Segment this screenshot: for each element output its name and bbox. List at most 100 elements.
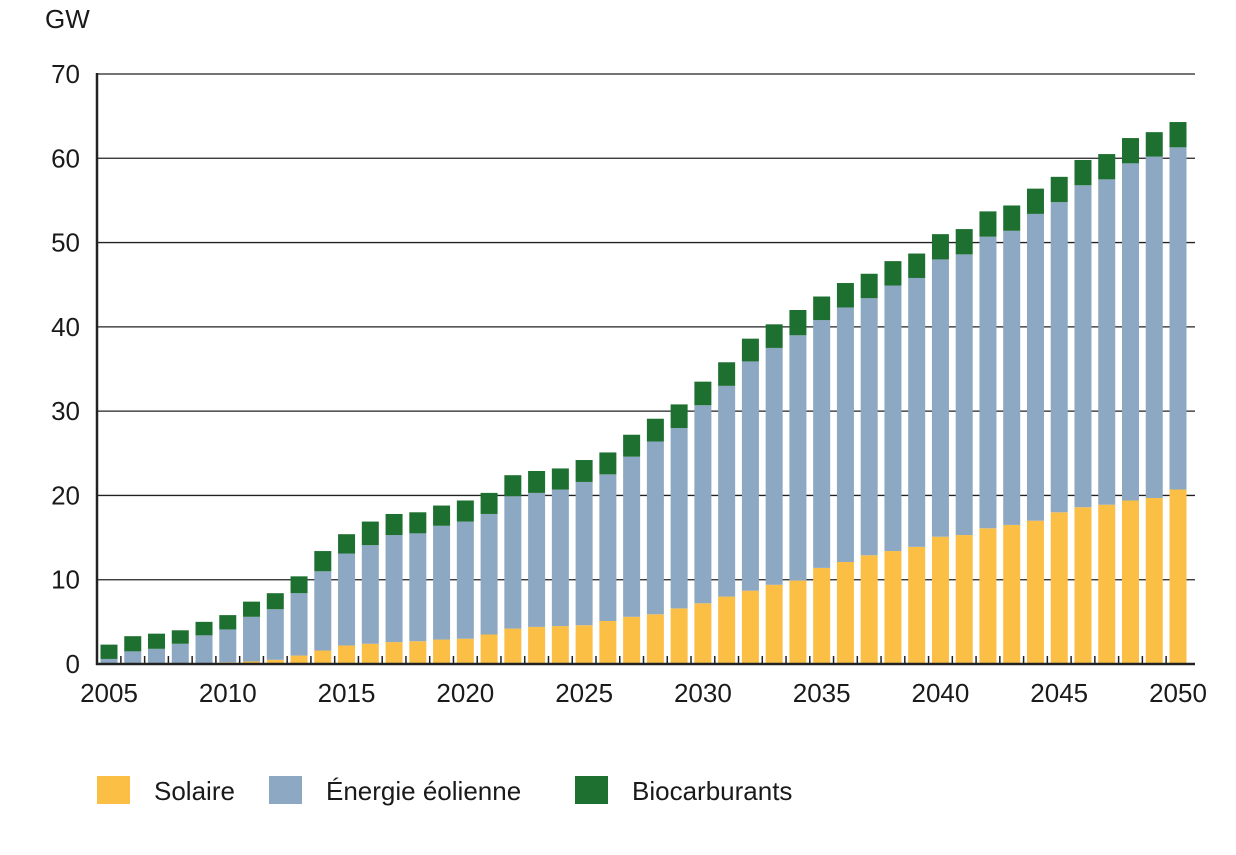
x-tick-label: 2010 bbox=[199, 678, 257, 708]
bar-segment-2031-Solaire bbox=[718, 596, 736, 664]
bar-segment-2028-Énergie éolienne bbox=[646, 441, 664, 615]
bar-segment-2012-Solaire bbox=[266, 659, 284, 664]
bar-segment-2036-Énergie éolienne bbox=[836, 307, 854, 563]
bar-segment-2016-Énergie éolienne bbox=[361, 545, 379, 644]
y-tick-label: 40 bbox=[51, 312, 80, 342]
bar-segment-2050-Solaire bbox=[1169, 489, 1187, 664]
y-tick-label: 60 bbox=[51, 143, 80, 173]
bar-segment-2037-Énergie éolienne bbox=[860, 298, 878, 556]
bar-segment-2032-Biocarburants bbox=[741, 338, 759, 362]
bar-segment-2029-Énergie éolienne bbox=[670, 428, 688, 609]
bar-segment-2017-Solaire bbox=[385, 642, 403, 664]
bar-segment-2037-Solaire bbox=[860, 555, 878, 664]
bar-segment-2045-Solaire bbox=[1050, 512, 1068, 664]
bar-segment-2020-Biocarburants bbox=[456, 500, 474, 522]
bar-segment-2006-Énergie éolienne bbox=[124, 651, 142, 664]
bar-segment-2030-Énergie éolienne bbox=[694, 405, 712, 604]
bar-segment-2026-Énergie éolienne bbox=[599, 474, 617, 622]
bar-segment-2025-Solaire bbox=[575, 625, 593, 664]
bar-segment-2044-Solaire bbox=[1026, 520, 1044, 664]
bar-segment-2041-Biocarburants bbox=[955, 229, 973, 255]
bar-segment-2020-Solaire bbox=[456, 638, 474, 664]
bar-segment-2046-Énergie éolienne bbox=[1074, 185, 1092, 508]
legend-label: Solaire bbox=[154, 776, 235, 806]
bar-segment-2011-Solaire bbox=[243, 661, 261, 664]
bar-segment-2034-Énergie éolienne bbox=[789, 335, 807, 581]
bar-segment-2033-Énergie éolienne bbox=[765, 347, 783, 585]
bar-segment-2016-Solaire bbox=[361, 643, 379, 664]
bar-segment-2032-Solaire bbox=[741, 590, 759, 664]
bar-segment-2007-Biocarburants bbox=[148, 633, 166, 649]
bar-segment-2027-Énergie éolienne bbox=[623, 456, 641, 617]
bar-segment-2050-Biocarburants bbox=[1169, 122, 1187, 148]
y-tick-label: 10 bbox=[51, 565, 80, 595]
x-tick-label: 2030 bbox=[674, 678, 732, 708]
bar-segment-2018-Énergie éolienne bbox=[409, 533, 427, 642]
bar-segment-2042-Biocarburants bbox=[979, 211, 997, 237]
bar-segment-2044-Énergie éolienne bbox=[1026, 213, 1044, 521]
legend-label: Biocarburants bbox=[632, 776, 792, 806]
bar-segment-2046-Biocarburants bbox=[1074, 159, 1092, 186]
bar-segment-2013-Solaire bbox=[290, 655, 308, 664]
bar-segment-2019-Solaire bbox=[433, 639, 451, 664]
bar-segment-2015-Biocarburants bbox=[338, 534, 356, 554]
bar-segment-2045-Biocarburants bbox=[1050, 176, 1068, 203]
bar-segment-2040-Biocarburants bbox=[931, 234, 949, 260]
bar-segment-2032-Énergie éolienne bbox=[741, 361, 759, 591]
bar-segment-2005-Énergie éolienne bbox=[100, 658, 118, 664]
bar-segment-2034-Biocarburants bbox=[789, 310, 807, 336]
bar-segment-2010-Énergie éolienne bbox=[219, 629, 237, 663]
x-tick-label: 2035 bbox=[793, 678, 851, 708]
bar-segment-2048-Biocarburants bbox=[1121, 138, 1139, 164]
y-tick-label: 70 bbox=[51, 59, 80, 89]
x-tick-label: 2050 bbox=[1149, 678, 1207, 708]
bar-segment-2023-Énergie éolienne bbox=[528, 492, 546, 627]
bar-segment-2012-Énergie éolienne bbox=[266, 609, 284, 660]
bar-segment-2050-Énergie éolienne bbox=[1169, 147, 1187, 490]
bar-segment-2040-Solaire bbox=[931, 536, 949, 664]
bar-segment-2028-Biocarburants bbox=[646, 418, 664, 442]
bar-segment-2033-Solaire bbox=[765, 584, 783, 664]
bar-segment-2014-Énergie éolienne bbox=[314, 571, 332, 651]
bar-segment-2024-Solaire bbox=[551, 626, 569, 664]
bar-segment-2034-Solaire bbox=[789, 580, 807, 664]
bar-segment-2025-Énergie éolienne bbox=[575, 481, 593, 626]
x-tick-label: 2020 bbox=[436, 678, 494, 708]
bar-segment-2039-Biocarburants bbox=[908, 253, 926, 278]
bar-segment-2030-Solaire bbox=[694, 603, 712, 664]
bar-segment-2014-Solaire bbox=[314, 650, 332, 664]
bar-segment-2015-Énergie éolienne bbox=[338, 553, 356, 646]
bar-segment-2023-Solaire bbox=[528, 626, 546, 664]
bar-segment-2048-Solaire bbox=[1121, 500, 1139, 664]
bar-segment-2026-Biocarburants bbox=[599, 452, 617, 475]
bar-segment-2049-Énergie éolienne bbox=[1145, 156, 1163, 498]
bar-segment-2009-Énergie éolienne bbox=[195, 635, 213, 664]
bar-segment-2025-Biocarburants bbox=[575, 460, 593, 482]
y-tick-label: 50 bbox=[51, 228, 80, 258]
bar-segment-2036-Biocarburants bbox=[836, 283, 854, 308]
bar-segment-2030-Biocarburants bbox=[694, 381, 712, 406]
bar-segment-2038-Biocarburants bbox=[884, 261, 902, 286]
y-axis-unit-label: GW bbox=[45, 4, 90, 34]
bar-segment-2020-Énergie éolienne bbox=[456, 521, 474, 639]
bar-segment-2044-Biocarburants bbox=[1026, 188, 1044, 214]
bar-segment-2015-Solaire bbox=[338, 645, 356, 664]
bar-segment-2047-Biocarburants bbox=[1098, 154, 1116, 180]
bar-segment-2042-Solaire bbox=[979, 528, 997, 664]
bar-segment-2033-Biocarburants bbox=[765, 324, 783, 348]
bar-segment-2018-Biocarburants bbox=[409, 512, 427, 534]
bar-segment-2017-Biocarburants bbox=[385, 513, 403, 536]
bar-segment-2027-Solaire bbox=[623, 616, 641, 664]
bar-segment-2042-Énergie éolienne bbox=[979, 236, 997, 529]
bar-segment-2011-Énergie éolienne bbox=[243, 616, 261, 662]
bar-segment-2038-Solaire bbox=[884, 551, 902, 664]
bar-segment-2008-Énergie éolienne bbox=[171, 643, 189, 664]
x-tick-label: 2005 bbox=[80, 678, 138, 708]
legend-label: Énergie éolienne bbox=[326, 776, 521, 806]
bar-segment-2038-Énergie éolienne bbox=[884, 285, 902, 552]
bar-segment-2043-Biocarburants bbox=[1003, 205, 1021, 231]
bar-segment-2012-Biocarburants bbox=[266, 593, 284, 610]
bar-segment-2021-Énergie éolienne bbox=[480, 513, 498, 635]
bar-segment-2023-Biocarburants bbox=[528, 470, 546, 493]
y-tick-label: 0 bbox=[66, 649, 80, 679]
